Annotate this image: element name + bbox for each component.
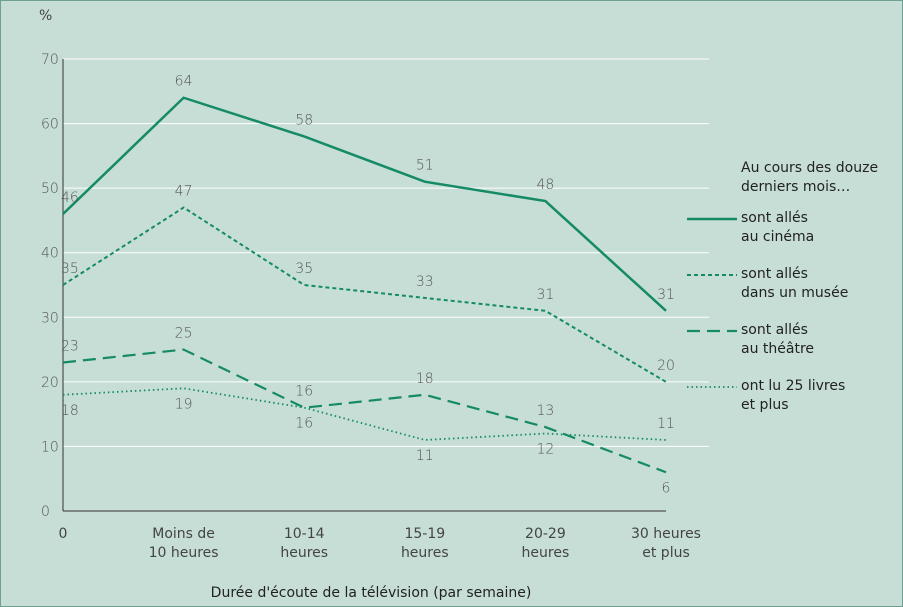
legend-label: sont allés au théâtre [741, 322, 815, 357]
data-label: 33 [416, 274, 434, 290]
data-label: 46 [61, 190, 79, 206]
data-label: 51 [416, 158, 434, 174]
x-tick-label: 0 [58, 526, 68, 542]
y-tick-label: 20 [41, 375, 59, 391]
data-label: 18 [416, 371, 434, 387]
data-label: 6 [662, 480, 671, 496]
y-tick-label: 30 [41, 310, 59, 326]
data-label: 58 [295, 112, 313, 128]
legend-label: sont allés au cinéma [741, 210, 815, 245]
data-label: 35 [61, 261, 79, 277]
x-axis-label: Durée d'écoute de la télévision (par sem… [210, 585, 532, 601]
x-tick-label: 15-19 heures [400, 526, 449, 561]
y-tick-label: 60 [41, 117, 59, 133]
data-label: 25 [175, 326, 193, 342]
series-line [62, 96, 667, 312]
data-label: 23 [61, 338, 79, 354]
y-tick-label: 40 [41, 246, 59, 262]
data-label: 64 [175, 74, 193, 90]
data-label: 47 [175, 184, 193, 200]
data-label: 13 [536, 403, 554, 419]
data-label: 18 [61, 403, 79, 419]
data-label: 16 [295, 384, 313, 400]
legend-title: Au cours des douze derniers mois… [741, 160, 879, 195]
y-tick-label: 50 [41, 181, 59, 197]
y-tick-label: 70 [41, 52, 59, 68]
data-label: 48 [536, 177, 554, 193]
data-label: 19 [175, 396, 193, 412]
data-label: 12 [536, 442, 554, 458]
y-tick-label: 10 [41, 439, 59, 455]
y-tick-label: 0 [41, 504, 50, 520]
x-tick-label: 10-14 heures [280, 526, 329, 561]
data-label: 20 [657, 358, 675, 374]
data-label: 11 [416, 448, 434, 464]
data-label: 35 [295, 261, 313, 277]
data-label: 31 [657, 287, 675, 303]
data-label: 31 [536, 287, 554, 303]
x-tick-label: 30 heures et plus [631, 526, 701, 561]
legend-label: sont allés dans un musée [741, 266, 849, 301]
series-line [62, 387, 667, 441]
y-axis-label: % [39, 8, 53, 24]
legend-label: ont lu 25 livres et plus [741, 378, 846, 413]
series-line [62, 206, 667, 383]
series-line [62, 348, 667, 474]
x-tick-label: 20-29 heures [521, 526, 570, 561]
data-label: 16 [295, 416, 313, 432]
data-label: 11 [657, 416, 675, 432]
x-tick-label: Moins de 10 heures [148, 526, 219, 561]
